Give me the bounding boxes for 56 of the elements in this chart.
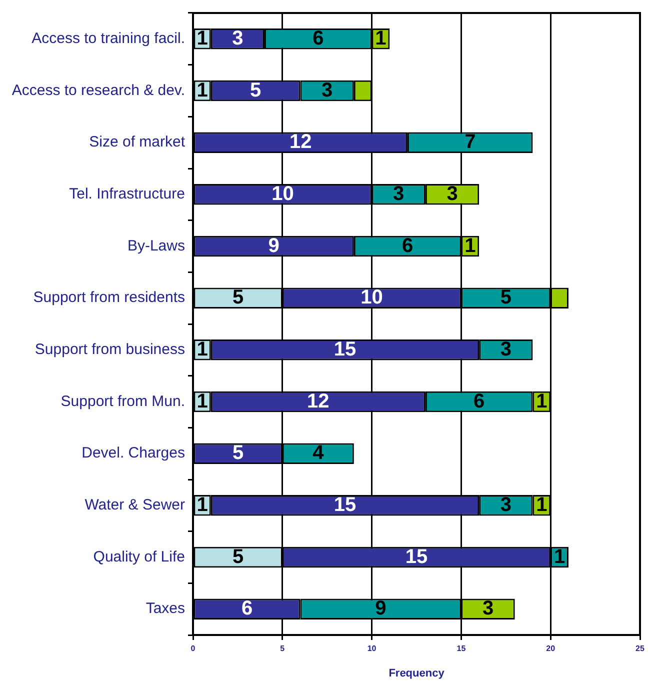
data-label: 1 (554, 546, 566, 568)
data-label: 1 (196, 79, 208, 102)
data-label: 5 (232, 546, 244, 568)
data-label: 12 (290, 131, 312, 154)
y-tick-label: Support from Mun. (60, 392, 185, 410)
data-label: 3 (232, 27, 244, 50)
y-tick-label: Access to training facil. (32, 30, 185, 48)
y-tick-label: Size of market (89, 134, 186, 151)
x-axis-title: Frequency (388, 667, 446, 680)
data-label: 9 (375, 598, 386, 620)
data-label: 1 (375, 27, 386, 50)
y-tick-label: Support from residents (33, 289, 185, 306)
data-label: 6 (241, 598, 253, 620)
data-label: 5 (232, 442, 244, 464)
data-label: 3 (500, 338, 512, 360)
data-label: 3 (322, 79, 333, 102)
data-label: 3 (393, 182, 404, 205)
data-label: 1 (196, 494, 208, 516)
data-label: 12 (307, 390, 330, 412)
data-label: 10 (360, 286, 383, 309)
data-label: 6 (474, 390, 485, 412)
y-tick-label: Quality of Life (93, 548, 185, 566)
data-label: 10 (272, 182, 294, 205)
y-tick-label: By-Laws (127, 237, 185, 254)
data-label: 5 (500, 286, 512, 309)
x-tick-label: 20 (546, 644, 556, 654)
data-label: 1 (536, 390, 548, 412)
y-tick-label: Tel. Infrastructure (69, 186, 185, 203)
x-tick-label: 5 (280, 644, 286, 654)
data-label: 3 (500, 494, 512, 516)
data-label: 15 (334, 338, 356, 360)
data-label: 5 (232, 286, 244, 309)
data-label: 9 (268, 234, 280, 257)
y-tick-label: Devel. Charges (82, 444, 185, 462)
data-label: 6 (312, 27, 324, 50)
data-label: 6 (402, 234, 414, 257)
data-label: 7 (464, 131, 476, 154)
data-label: 1 (196, 390, 208, 412)
data-label: 3 (482, 598, 494, 620)
y-tick-label: Water & Sewer (84, 496, 185, 514)
x-tick-label: 15 (456, 644, 466, 654)
x-tick-label: 0 (190, 644, 196, 654)
x-tick-label: 25 (636, 644, 645, 654)
data-label: 3 (446, 182, 458, 205)
y-tick-label: Support from business (34, 341, 185, 358)
data-label: 1 (536, 494, 548, 516)
data-label: 4 (312, 442, 325, 464)
data-label: 15 (405, 546, 428, 568)
data-label: 1 (196, 338, 208, 360)
data-label: 1 (464, 234, 476, 257)
x-tick-label: 10 (367, 644, 377, 654)
data-label: 1 (196, 27, 208, 50)
data-label: 5 (250, 79, 262, 102)
data-label: 15 (334, 494, 356, 516)
y-tick-label: Taxes (146, 600, 185, 618)
y-tick-label: Access to research & dev. (12, 82, 185, 99)
